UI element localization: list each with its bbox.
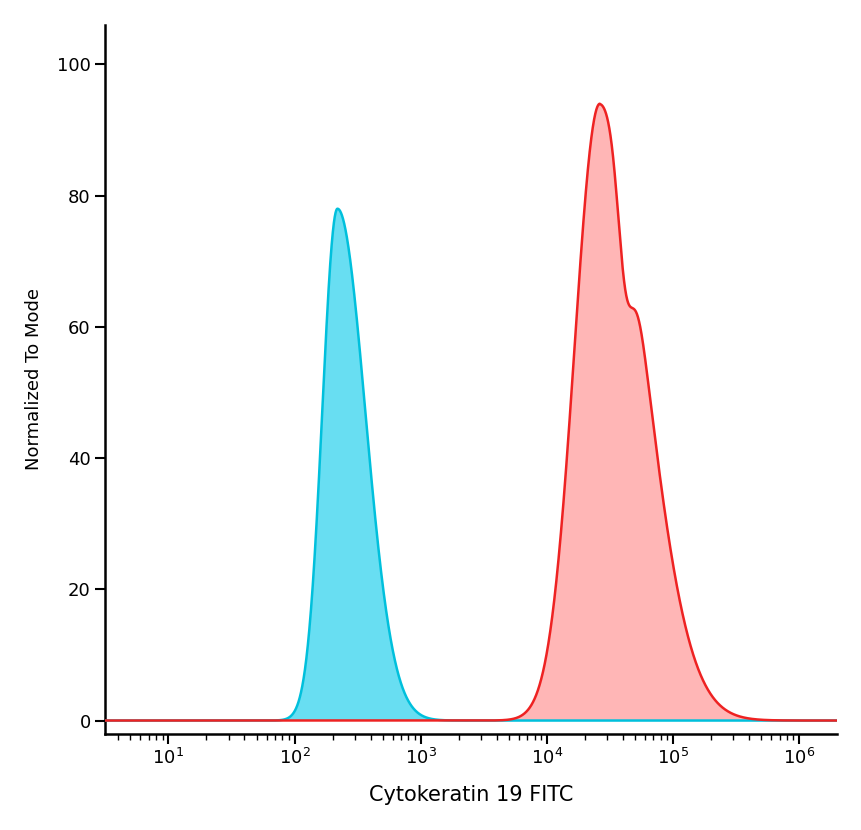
Y-axis label: Normalized To Mode: Normalized To Mode	[25, 288, 43, 471]
X-axis label: Cytokeratin 19 FITC: Cytokeratin 19 FITC	[369, 785, 573, 805]
